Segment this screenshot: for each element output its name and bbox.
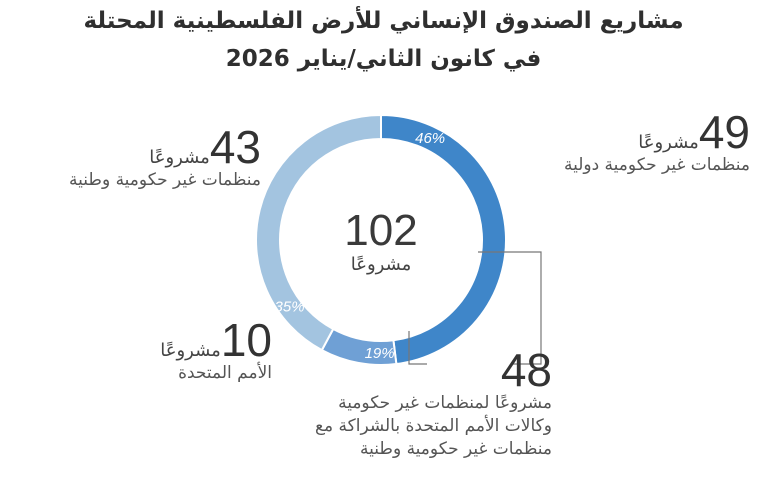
total-unit: مشروعًا <box>350 254 412 275</box>
label-national-ngos: 43مشروعًا منظمات غير حكومية وطنية <box>11 124 261 192</box>
title-line-1: مشاريع الصندوق الإنساني للأرض الفلسطينية… <box>83 8 684 34</box>
slice-percent-label-2: 35% <box>275 298 305 315</box>
total-value: 102 <box>344 206 418 255</box>
donut-center-total: 102 مشروعًا <box>318 206 444 276</box>
intl-desc: منظمات غير حكومية دولية <box>563 155 750 175</box>
label-united-nations: 10مشروعًا الأمم المتحدة <box>72 317 272 385</box>
national-desc: منظمات غير حكومية وطنية <box>69 170 261 190</box>
un-desc: الأمم المتحدة <box>178 363 272 383</box>
intl-value: 49 <box>698 106 750 158</box>
national-unit: مشروعًا <box>149 147 210 168</box>
label-international-ngos: 49مشروعًا منظمات غير حكومية دولية <box>490 109 750 177</box>
intl-unit: مشروعًا <box>638 132 699 153</box>
un-unit: مشروعًا <box>160 340 221 361</box>
leader-line-48 <box>408 251 542 365</box>
un-value: 10 <box>220 314 272 366</box>
slice-percent-label-0: 46% <box>415 130 445 147</box>
annotation-partnership: 48 مشروعًا لمنظمات غير حكومية وكالات الأ… <box>252 344 552 461</box>
partnership-line-2: منظمات غير حكومية وطنية <box>360 439 552 459</box>
partnership-unit: مشروعًا لمنظمات غير حكومية <box>338 393 552 413</box>
partnership-line-1: وكالات الأمم المتحدة بالشراكة مع <box>314 416 552 436</box>
donut-slices: 46% 19% 35% <box>255 113 507 366</box>
donut-slice-2 <box>255 113 382 352</box>
slice-percent-label-1: 19% <box>365 345 395 362</box>
chart-title: مشاريع الصندوق الإنساني للأرض الفلسطينية… <box>40 2 727 78</box>
partnership-value: 48 <box>500 344 552 396</box>
national-value: 43 <box>209 121 261 173</box>
title-line-2: في كانون الثاني/يناير 2026 <box>225 46 542 72</box>
